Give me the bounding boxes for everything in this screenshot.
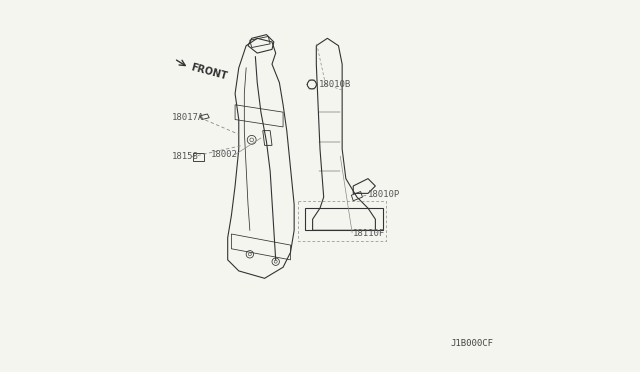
Text: FRONT: FRONT — [190, 62, 228, 82]
Text: 18010B: 18010B — [319, 80, 351, 89]
Text: J1B000CF: J1B000CF — [451, 340, 493, 349]
Text: 18110F: 18110F — [353, 230, 385, 238]
Text: 18158: 18158 — [172, 152, 198, 161]
Text: 18002: 18002 — [211, 150, 238, 159]
Text: 18010P: 18010P — [368, 190, 400, 199]
Text: 18017A: 18017A — [172, 113, 204, 122]
